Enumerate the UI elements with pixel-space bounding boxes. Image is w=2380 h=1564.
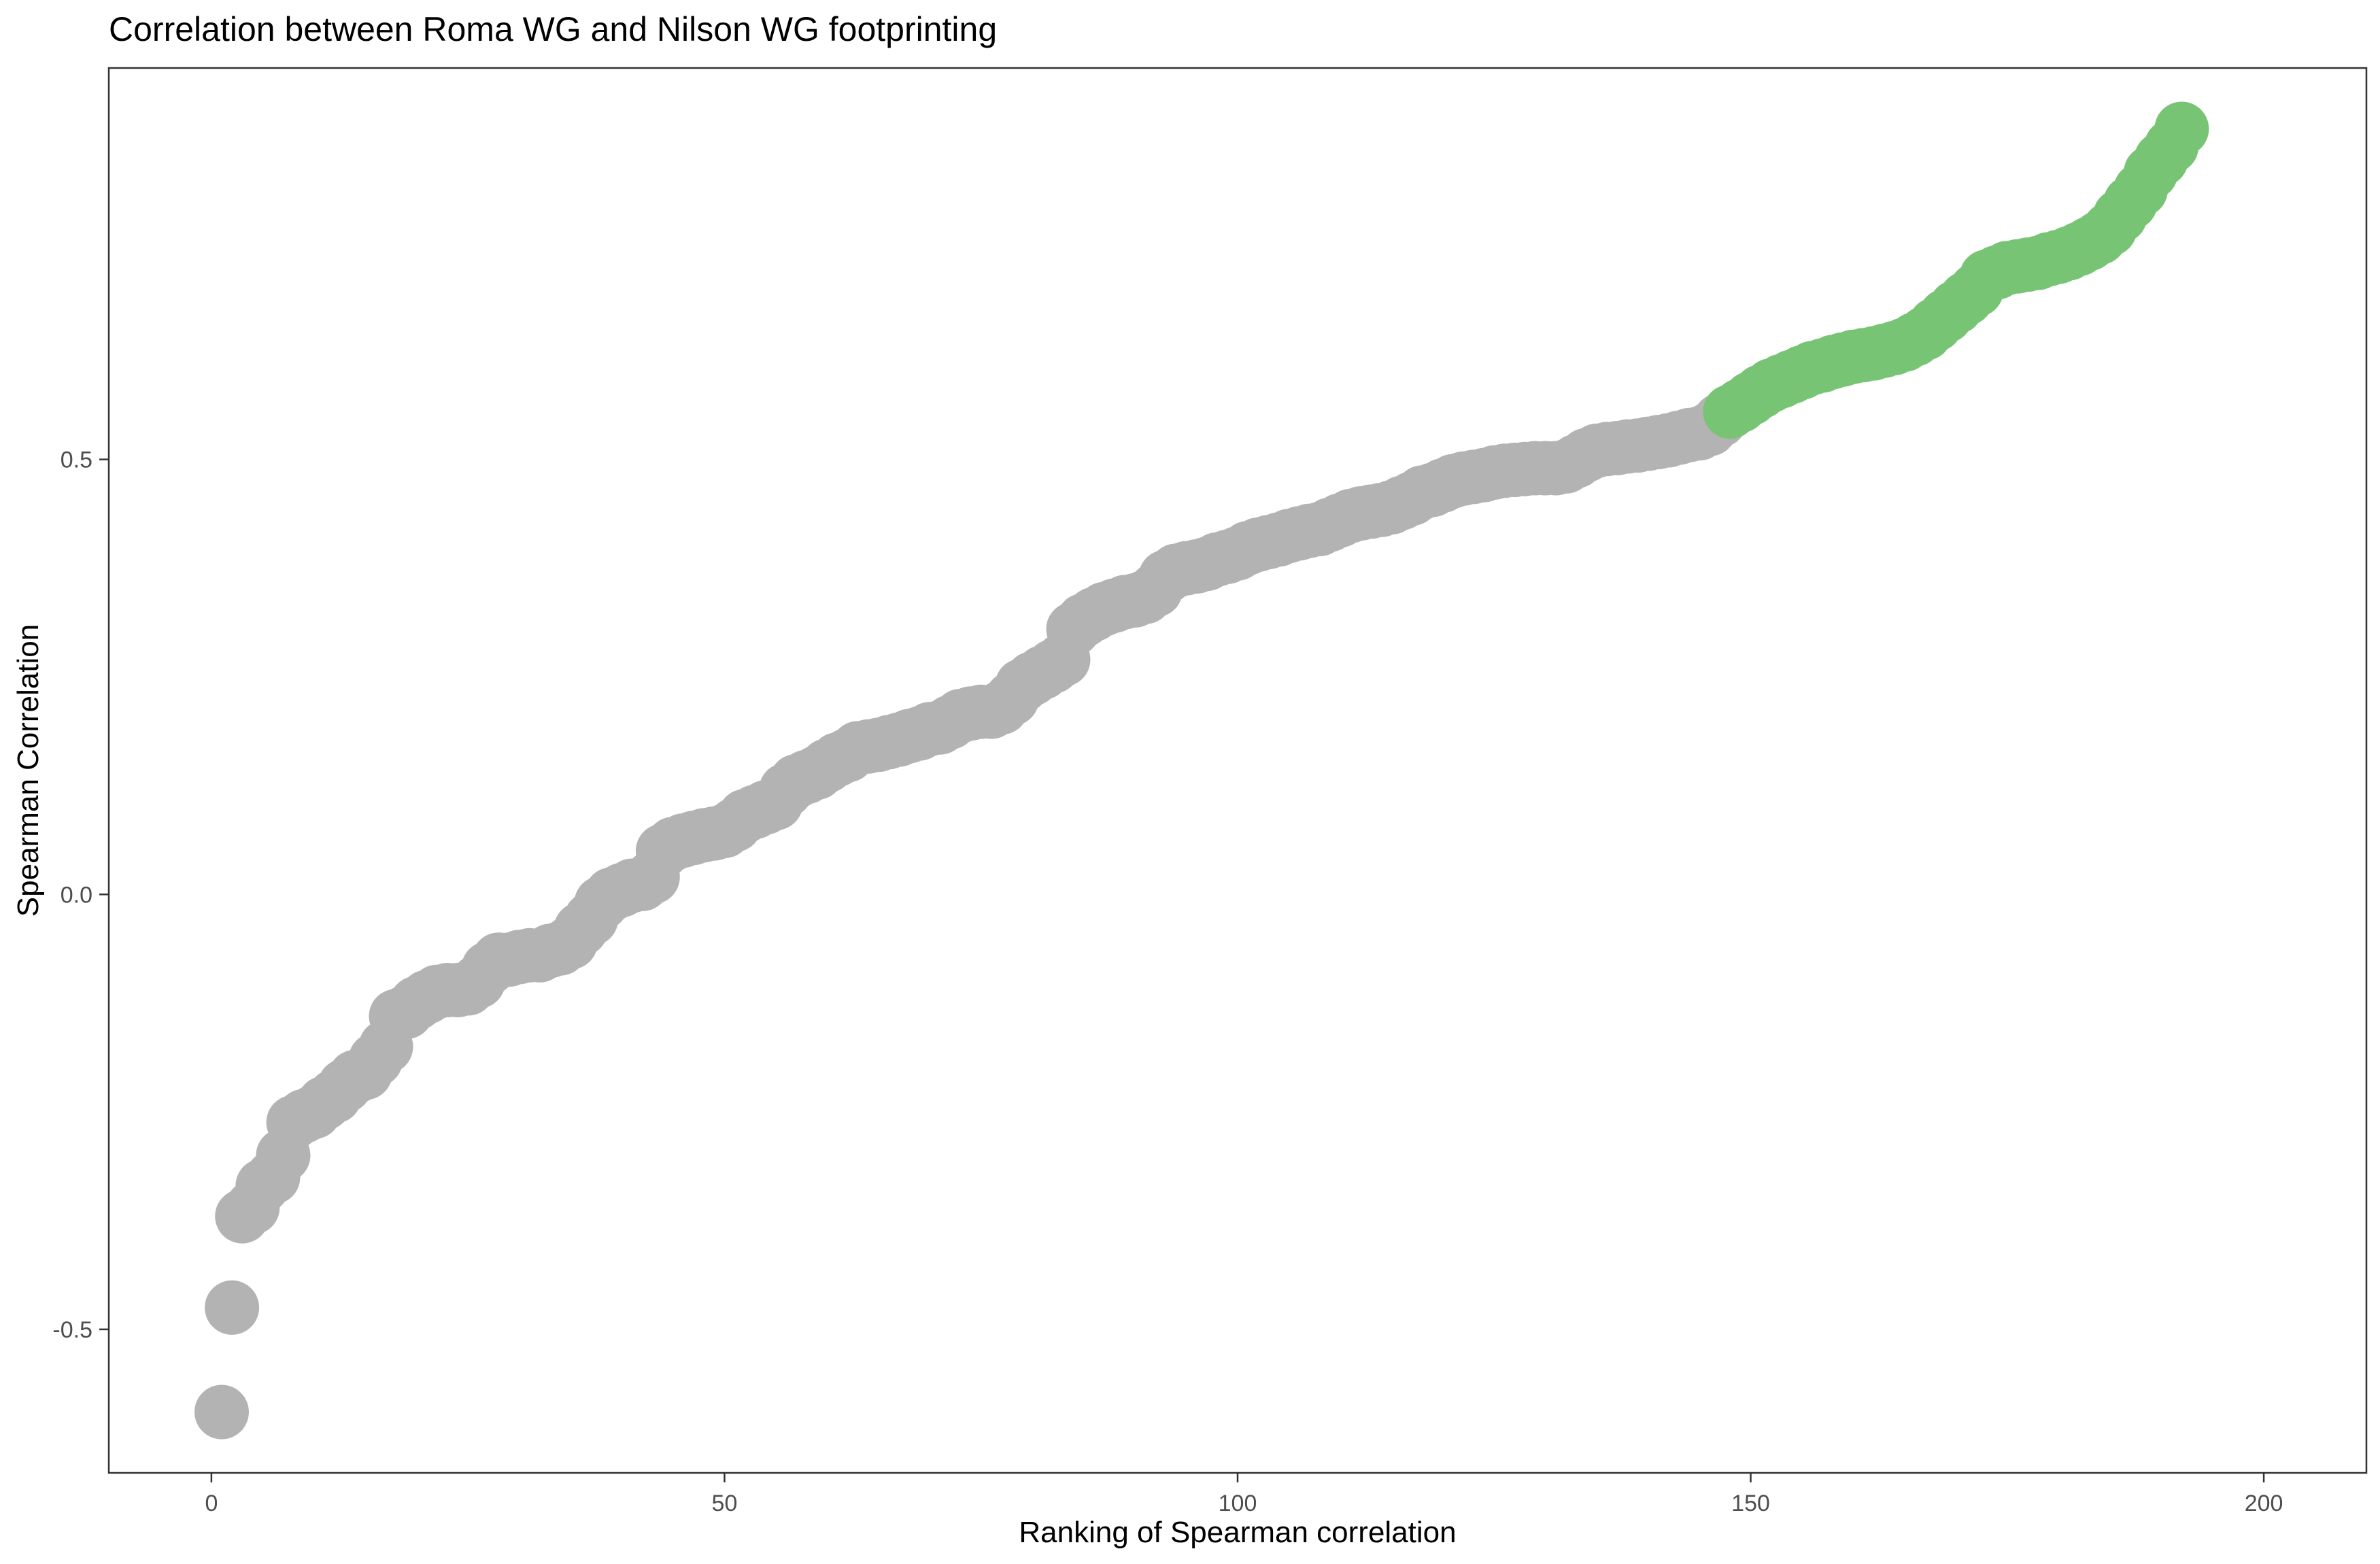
y-tick-label: 0.5 [61, 447, 92, 473]
x-tick-label: 200 [2245, 1491, 2283, 1516]
x-axis-title: Ranking of Spearman correlation [1019, 1516, 1456, 1549]
data-points [194, 101, 2209, 1440]
x-tick-label: 100 [1219, 1491, 1257, 1516]
chart-title: Correlation between Roma WG and Nilson W… [109, 10, 997, 48]
y-axis-title: Spearman Correlation [12, 624, 45, 917]
data-point [194, 1384, 249, 1440]
x-axis-ticks: 0 50 100 150 200 [205, 1473, 2283, 1516]
y-tick-label: 0.0 [61, 882, 92, 908]
y-tick-label: -0.5 [52, 1317, 92, 1343]
x-tick-label: 150 [1731, 1491, 1770, 1516]
data-point [205, 1280, 260, 1335]
y-axis-ticks: -0.5 0.0 0.5 [52, 447, 109, 1343]
data-point [2154, 101, 2209, 156]
x-tick-label: 50 [712, 1491, 738, 1516]
x-tick-label: 0 [205, 1491, 218, 1516]
